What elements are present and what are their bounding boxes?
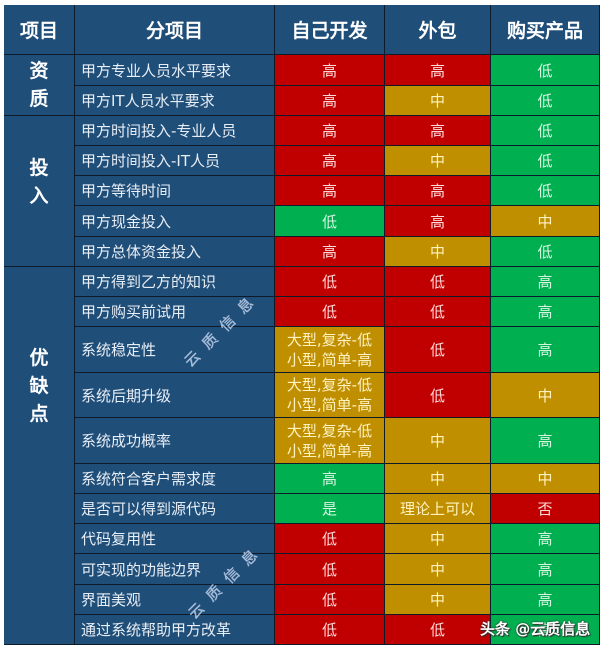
rating-cell: 高: [385, 116, 491, 146]
rating-line: 大型,复杂-低: [286, 330, 373, 349]
rating-cell: 高: [491, 418, 600, 464]
rating-cell: 低: [491, 116, 600, 146]
rating-cell: 低: [275, 267, 385, 297]
group-label-char: 投: [29, 157, 49, 179]
rating-cell: 低: [385, 297, 491, 327]
rating-line: 小型,简单-高: [286, 441, 373, 460]
row-item: 甲方得到乙方的知识: [75, 267, 275, 297]
row-item: 甲方专业人员水平要求: [75, 55, 275, 86]
rating-cell: 高: [275, 464, 385, 494]
row-item: 系统后期升级: [75, 373, 275, 418]
rating-cell: 高: [275, 146, 385, 176]
row-item: 系统成功概率: [75, 418, 275, 464]
rating-cell: 高: [491, 327, 600, 373]
rating-cell: 理论上可以: [385, 494, 491, 524]
rating-cell: 高: [275, 237, 385, 267]
rating-cell: 高: [275, 116, 385, 146]
rating-cell: 中: [385, 554, 491, 585]
rating-cell: 低: [275, 585, 385, 615]
group-pros-cons: 优 缺 点: [4, 267, 75, 645]
group-label-char: 优: [29, 346, 49, 369]
rating-cell: 低: [491, 237, 600, 267]
rating-cell: 高: [491, 585, 600, 615]
rating-cell: 低: [385, 267, 491, 297]
comparison-table: 项目 分项目 自己开发 外包 购买产品 资 质 投 入 优 缺 点 甲方专业人员…: [4, 5, 600, 645]
rating-line: 大型,复杂-低: [286, 376, 373, 394]
header-self-develop: 自己开发: [275, 5, 385, 55]
rating-cell-split: 大型,复杂-低 小型,简单-高: [275, 418, 385, 464]
rating-cell: 否: [491, 494, 600, 524]
row-item: 系统稳定性: [75, 327, 275, 373]
row-item: 代码复用性: [75, 524, 275, 554]
group-label-char: 质: [29, 88, 49, 110]
row-item: 甲方现金投入: [75, 206, 275, 237]
row-item: 甲方总体资金投入: [75, 237, 275, 267]
rating-cell: 高: [385, 176, 491, 206]
rating-cell: 中: [385, 146, 491, 176]
rating-cell: 低: [275, 524, 385, 554]
rating-cell: 中: [385, 237, 491, 267]
rating-cell: 中: [491, 373, 600, 418]
rating-cell: 高: [491, 267, 600, 297]
rating-cell: 低: [275, 554, 385, 585]
group-label-char: 入: [29, 185, 49, 207]
rating-line: 小型,简单-高: [286, 350, 373, 369]
rating-line: 小型,简单-高: [286, 396, 373, 414]
rating-cell: 高: [491, 554, 600, 585]
rating-cell: 中: [385, 418, 491, 464]
header-buy-product: 购买产品: [491, 5, 600, 55]
rating-cell: 是: [275, 494, 385, 524]
brand-watermark: 头条 @云质信息: [480, 620, 591, 638]
row-item: 甲方时间投入-专业人员: [75, 116, 275, 146]
row-item: 可实现的功能边界: [75, 554, 275, 585]
rating-cell: 低: [385, 373, 491, 418]
rating-cell: 高: [385, 55, 491, 86]
rating-cell: 高: [275, 86, 385, 116]
rating-cell: 高: [491, 524, 600, 554]
rating-cell-split: 大型,复杂-低 小型,简单-高: [275, 327, 385, 373]
rating-cell: 低: [275, 206, 385, 237]
rating-cell-split: 大型,复杂-低 小型,简单-高: [275, 373, 385, 418]
header-subproject: 分项目: [75, 5, 275, 55]
rating-cell: 中: [491, 206, 600, 237]
rating-cell: 低: [275, 297, 385, 327]
rating-cell: 高: [491, 615, 600, 645]
rating-cell: 中: [491, 464, 600, 494]
rating-line: 大型,复杂-低: [286, 421, 373, 440]
group-qualification: 资 质: [4, 55, 75, 116]
rating-cell: 低: [385, 615, 491, 645]
rating-cell: 低: [491, 55, 600, 86]
header-project: 项目: [4, 5, 75, 55]
rating-cell: 中: [385, 86, 491, 116]
rating-cell: 高: [491, 297, 600, 327]
row-item: 界面美观: [75, 585, 275, 615]
row-item: 甲方购买前试用: [75, 297, 275, 327]
header-outsource: 外包: [385, 5, 491, 55]
row-item: 系统符合客户需求度: [75, 464, 275, 494]
rating-cell: 中: [385, 524, 491, 554]
rating-cell: 低: [491, 146, 600, 176]
row-item: 是否可以得到源代码: [75, 494, 275, 524]
rating-cell: 低: [491, 86, 600, 116]
group-label-char: 点: [29, 402, 49, 425]
rating-cell: 低: [491, 176, 600, 206]
rating-cell: 低: [385, 327, 491, 373]
row-item: 通过系统帮助甲方改革: [75, 615, 275, 645]
group-label-char: 缺: [29, 374, 49, 397]
rating-cell: 高: [385, 206, 491, 237]
row-item: 甲方等待时间: [75, 176, 275, 206]
rating-cell: 中: [385, 585, 491, 615]
row-item: 甲方IT人员水平要求: [75, 86, 275, 116]
group-label-char: 资: [29, 60, 49, 82]
rating-cell: 低: [275, 615, 385, 645]
rating-cell: 中: [385, 464, 491, 494]
rating-cell: 高: [275, 55, 385, 86]
rating-cell: 高: [275, 176, 385, 206]
group-investment: 投 入: [4, 116, 75, 267]
row-item: 甲方时间投入-IT人员: [75, 146, 275, 176]
